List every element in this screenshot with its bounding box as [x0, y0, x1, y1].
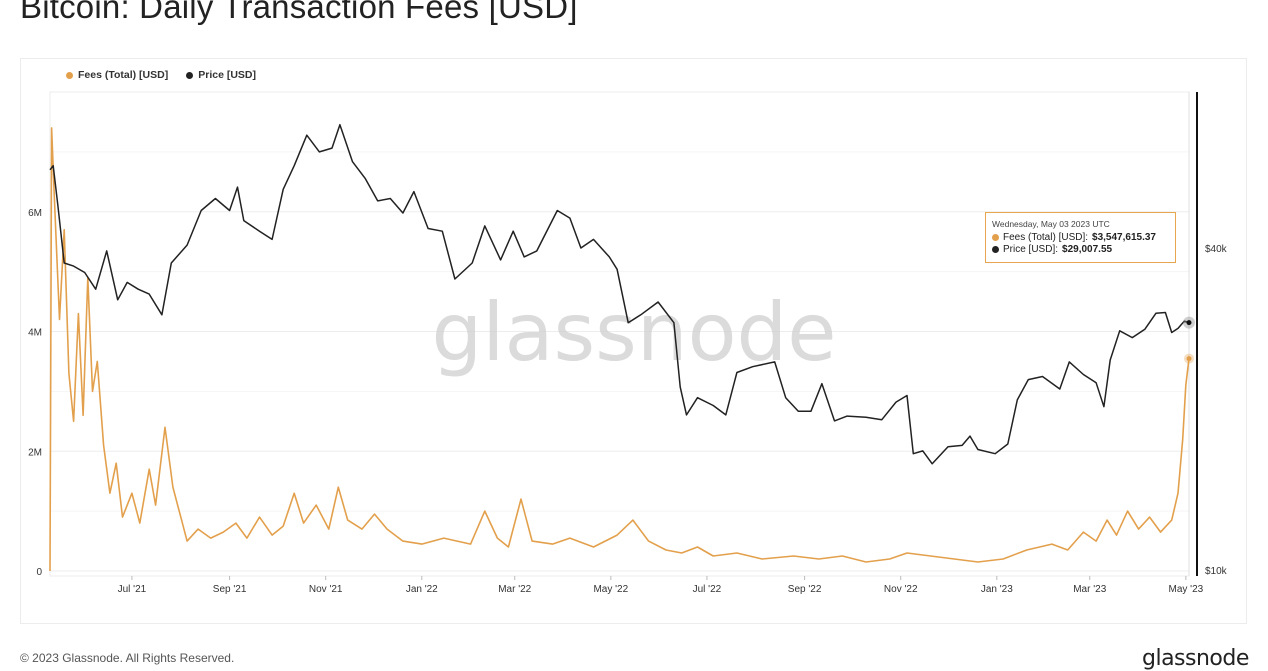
tooltip-row-fees: Fees (Total) [USD]: $3,547,615.37 — [992, 232, 1169, 243]
x-tick-label: Jul '22 — [693, 584, 722, 595]
y-left-tick-label: 6M — [28, 208, 42, 219]
fees-hover-point — [1186, 356, 1192, 362]
x-tick-label: Mar '23 — [1073, 584, 1106, 595]
tooltip-date: Wednesday, May 03 2023 UTC — [992, 219, 1110, 229]
series-price-line — [49, 123, 1190, 465]
series-fees-line — [49, 127, 1190, 572]
series-layer — [49, 123, 1190, 572]
price-dot-icon — [186, 71, 194, 79]
legend-item-price[interactable]: Price [USD] — [186, 69, 256, 81]
tooltip-price-label: Price [USD]: — [1003, 244, 1059, 255]
tooltip-fees-dot-icon — [992, 234, 999, 241]
y-left-tick-label: 4M — [28, 328, 42, 339]
y-right-tick-label: $10k — [1205, 566, 1228, 577]
chart-tooltip: Wednesday, May 03 2023 UTC Fees (Total) … — [985, 212, 1176, 263]
page-title: Bitcoin: Daily Transaction Fees [USD] — [20, 0, 578, 25]
x-tick-label: Sep '22 — [788, 584, 822, 595]
x-tick-label: Jan '22 — [406, 584, 438, 595]
x-tick-label: Jul '21 — [118, 584, 147, 595]
legend-fees-label: Fees (Total) [USD] — [78, 69, 169, 81]
tooltip-fees-label: Fees (Total) [USD]: — [1003, 232, 1089, 243]
grid-lines — [49, 91, 1198, 577]
copyright-text: © 2023 Glassnode. All Rights Reserved. — [20, 651, 235, 665]
x-tick-label: Nov '21 — [309, 584, 343, 595]
marker-layer — [1183, 316, 1195, 364]
tooltip-price-value: $29,007.55 — [1062, 244, 1113, 255]
tooltip-row-price: Price [USD]: $29,007.55 — [992, 244, 1169, 255]
y-left-tick-label: 0 — [36, 567, 42, 578]
x-tick-label: Jan '23 — [981, 584, 1013, 595]
tooltip-fees-value: $3,547,615.37 — [1092, 232, 1156, 243]
chart-legend: Fees (Total) [USD] Price [USD] — [66, 69, 256, 81]
legend-price-label: Price [USD] — [198, 69, 256, 81]
x-tick-label: May '23 — [1168, 584, 1203, 595]
legend-item-fees[interactable]: Fees (Total) [USD] — [66, 69, 168, 81]
price-hover-point — [1186, 320, 1192, 326]
fees-dot-icon — [66, 71, 73, 79]
chart-frame — [20, 58, 1247, 624]
tooltip-price-dot-icon — [992, 246, 999, 253]
axis-layer: 0 2M 4M 6M $10k $40k Jul '21 Sep '21 Nov '21 Jan … — [28, 208, 1228, 595]
glassnode-logo[interactable]: glassnode — [1142, 646, 1249, 671]
x-tick-label: Mar '22 — [498, 584, 531, 595]
y-left-tick-label: 2M — [28, 447, 42, 458]
x-tick-label: Nov '22 — [884, 584, 918, 595]
y-right-tick-label: $40k — [1205, 244, 1228, 255]
x-tick-label: May '22 — [593, 584, 628, 595]
x-tick-label: Sep '21 — [213, 584, 247, 595]
